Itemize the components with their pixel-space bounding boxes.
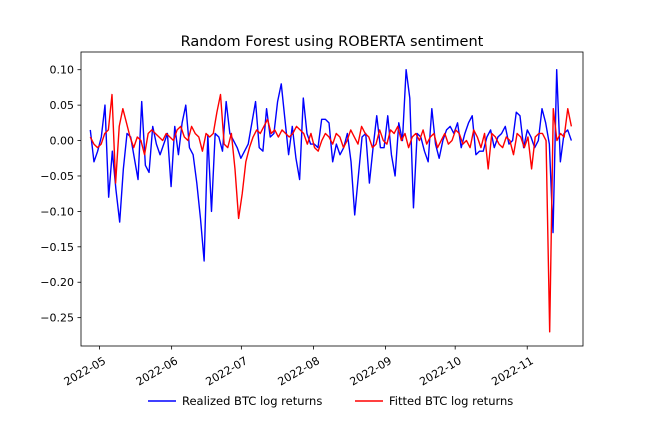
- legend-label-realized: Realized BTC log returns: [182, 394, 322, 408]
- series-layer: [89, 69, 573, 333]
- plot-lines: [89, 69, 573, 333]
- legend-label-fitted: Fitted BTC log returns: [389, 394, 513, 408]
- y-axis: 0.10 0.05 0.00 −0.05 −0.10 −0.15 −0.20 −0.25: [40, 64, 81, 325]
- y-tick-label: 0.00: [50, 135, 75, 148]
- y-tick-label: −0.25: [40, 312, 74, 325]
- series-line-fitted: [89, 93, 573, 333]
- chart-title: Random Forest using ROBERTA sentiment: [181, 34, 484, 50]
- y-tick-label: 0.05: [50, 99, 75, 112]
- y-tick-label: −0.10: [40, 205, 74, 218]
- y-tick-label: −0.20: [40, 276, 74, 289]
- y-tick-label: −0.15: [40, 241, 74, 254]
- plot-frame: [80, 51, 584, 347]
- y-tick-label: −0.05: [40, 170, 74, 183]
- series-line-realized: [89, 69, 573, 262]
- legend: Realized BTC log returns Fitted BTC log …: [148, 394, 513, 408]
- y-tick-label: 0.10: [50, 64, 75, 77]
